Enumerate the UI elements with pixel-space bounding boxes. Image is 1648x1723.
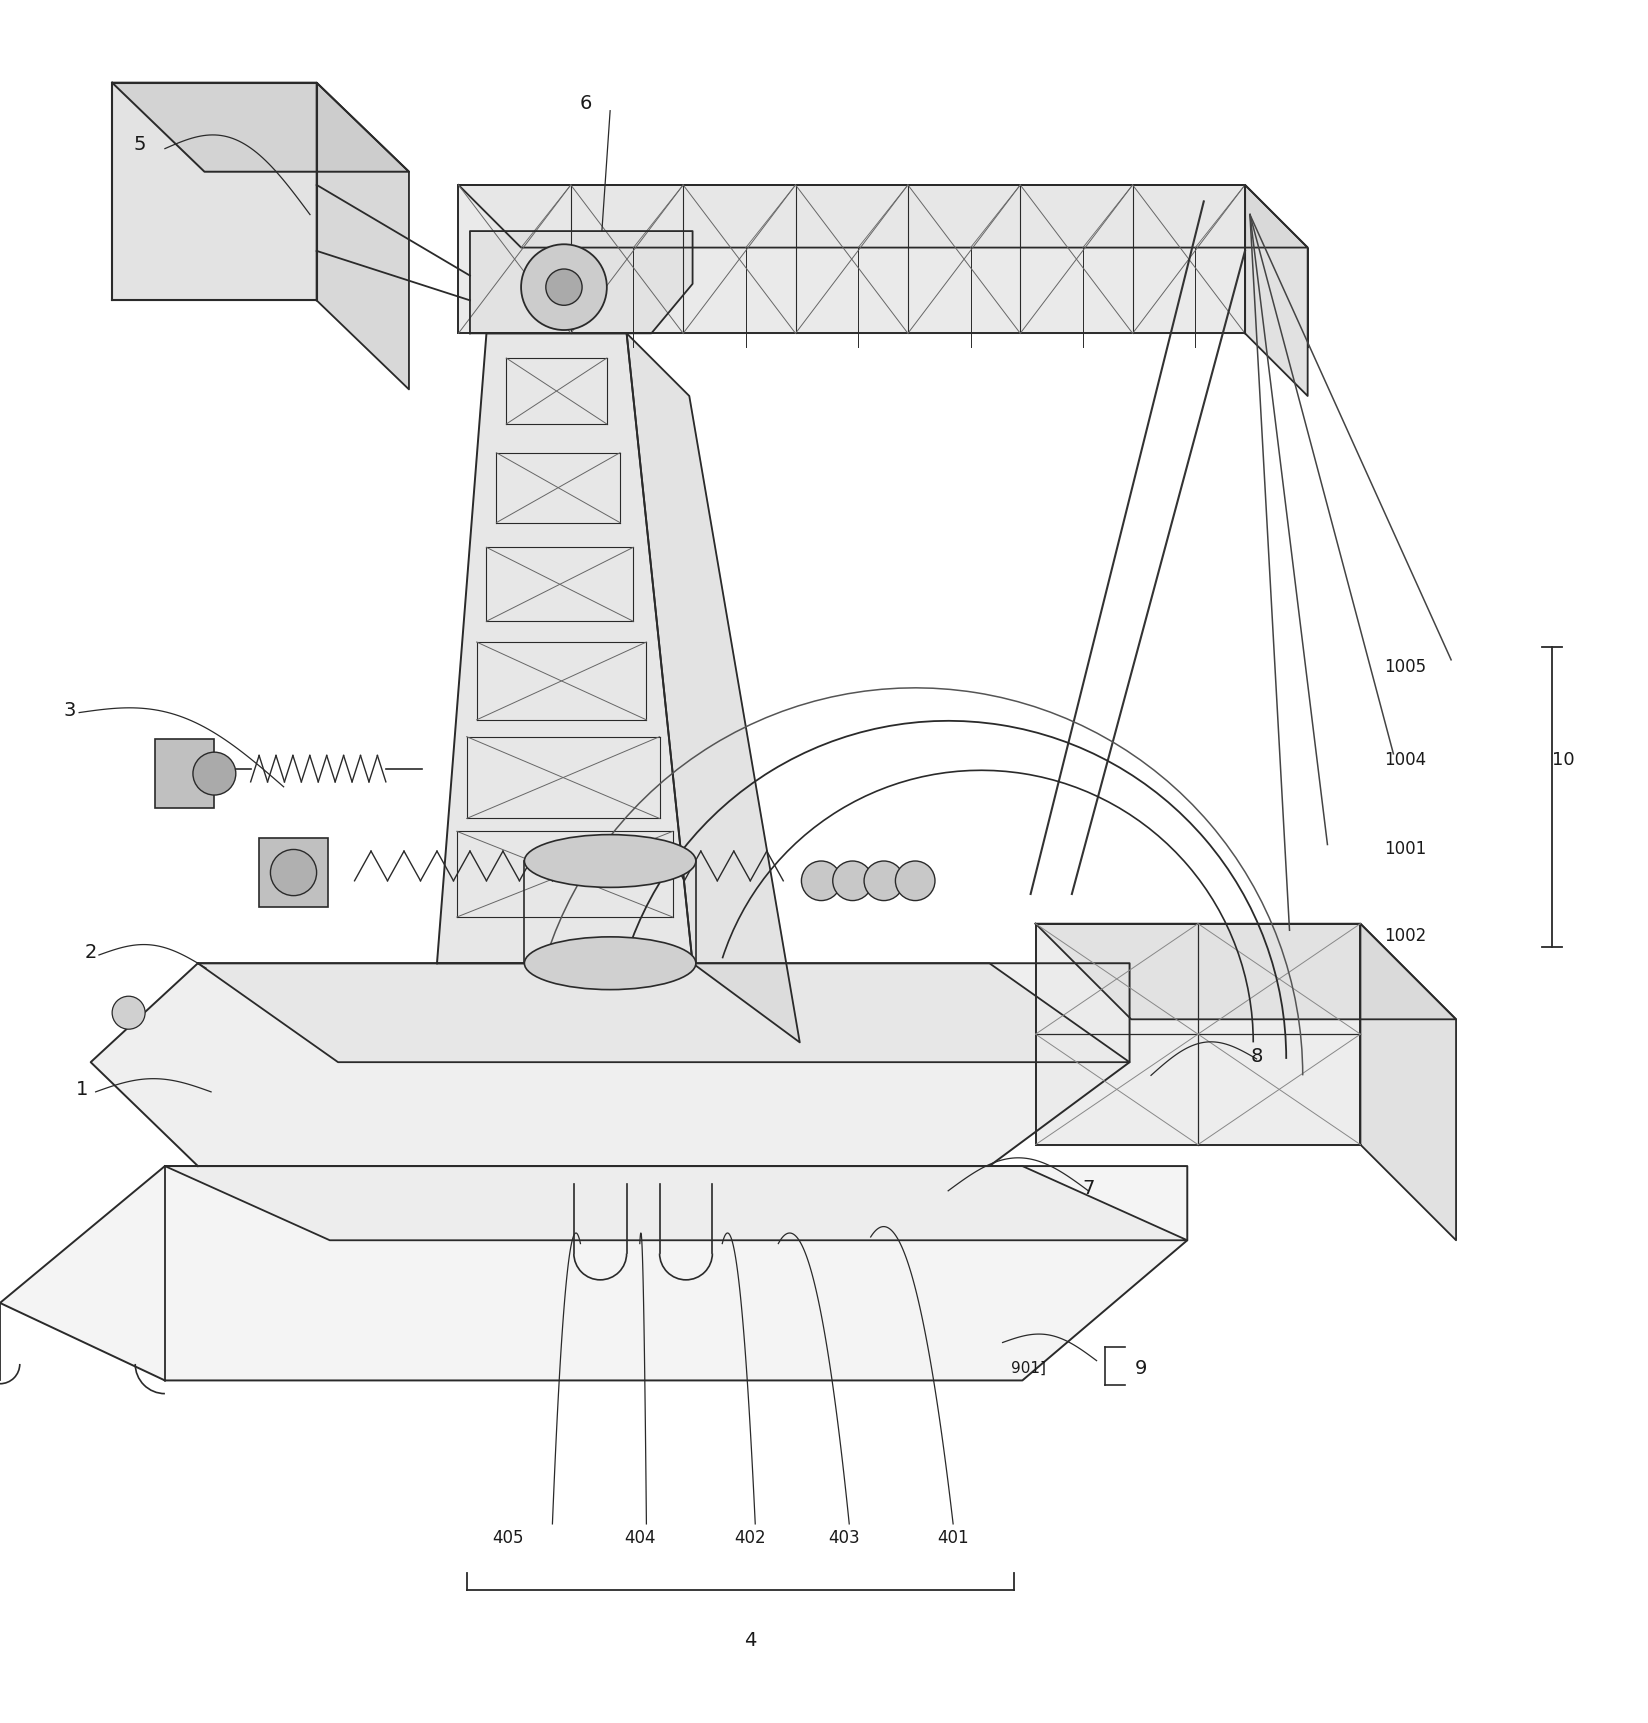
Text: 403: 403 bbox=[827, 1528, 860, 1546]
Polygon shape bbox=[458, 186, 1244, 334]
Polygon shape bbox=[1360, 924, 1455, 1241]
Text: 1005: 1005 bbox=[1383, 658, 1426, 675]
Circle shape bbox=[270, 849, 316, 896]
Polygon shape bbox=[316, 84, 409, 389]
Circle shape bbox=[193, 753, 236, 796]
Polygon shape bbox=[626, 334, 799, 1042]
Text: 9: 9 bbox=[1134, 1358, 1147, 1377]
Text: 901]: 901] bbox=[1010, 1359, 1046, 1375]
Text: 402: 402 bbox=[733, 1528, 766, 1546]
Text: 8: 8 bbox=[1249, 1046, 1262, 1065]
Text: 1001: 1001 bbox=[1383, 839, 1426, 858]
Text: 1002: 1002 bbox=[1383, 927, 1426, 944]
Text: 10: 10 bbox=[1551, 750, 1574, 768]
Bar bbox=[155, 739, 214, 808]
Polygon shape bbox=[470, 233, 692, 334]
Ellipse shape bbox=[524, 836, 695, 887]
Circle shape bbox=[112, 996, 145, 1030]
Polygon shape bbox=[1035, 924, 1455, 1020]
Text: 401: 401 bbox=[936, 1528, 969, 1546]
Text: 1: 1 bbox=[76, 1079, 89, 1099]
Polygon shape bbox=[458, 186, 1307, 248]
Text: 5: 5 bbox=[133, 134, 147, 153]
Text: 4: 4 bbox=[743, 1630, 756, 1649]
Text: 6: 6 bbox=[578, 95, 592, 114]
Polygon shape bbox=[1244, 186, 1307, 396]
Polygon shape bbox=[112, 84, 316, 302]
Bar bbox=[259, 839, 328, 908]
Text: 405: 405 bbox=[491, 1528, 524, 1546]
Circle shape bbox=[521, 245, 606, 331]
Text: 2: 2 bbox=[84, 942, 97, 961]
Text: 1004: 1004 bbox=[1383, 750, 1426, 768]
Circle shape bbox=[864, 862, 903, 901]
Text: 7: 7 bbox=[1081, 1179, 1094, 1197]
Text: 404: 404 bbox=[623, 1528, 656, 1546]
Polygon shape bbox=[437, 334, 692, 963]
Circle shape bbox=[895, 862, 934, 901]
Polygon shape bbox=[198, 963, 1129, 1063]
Circle shape bbox=[832, 862, 872, 901]
Polygon shape bbox=[91, 963, 1129, 1166]
Circle shape bbox=[801, 862, 840, 901]
Circle shape bbox=[545, 271, 582, 307]
Polygon shape bbox=[165, 1166, 1187, 1241]
Text: 3: 3 bbox=[63, 700, 76, 720]
Polygon shape bbox=[112, 84, 409, 172]
Polygon shape bbox=[0, 1166, 1187, 1380]
Ellipse shape bbox=[524, 937, 695, 991]
Polygon shape bbox=[1035, 924, 1360, 1146]
